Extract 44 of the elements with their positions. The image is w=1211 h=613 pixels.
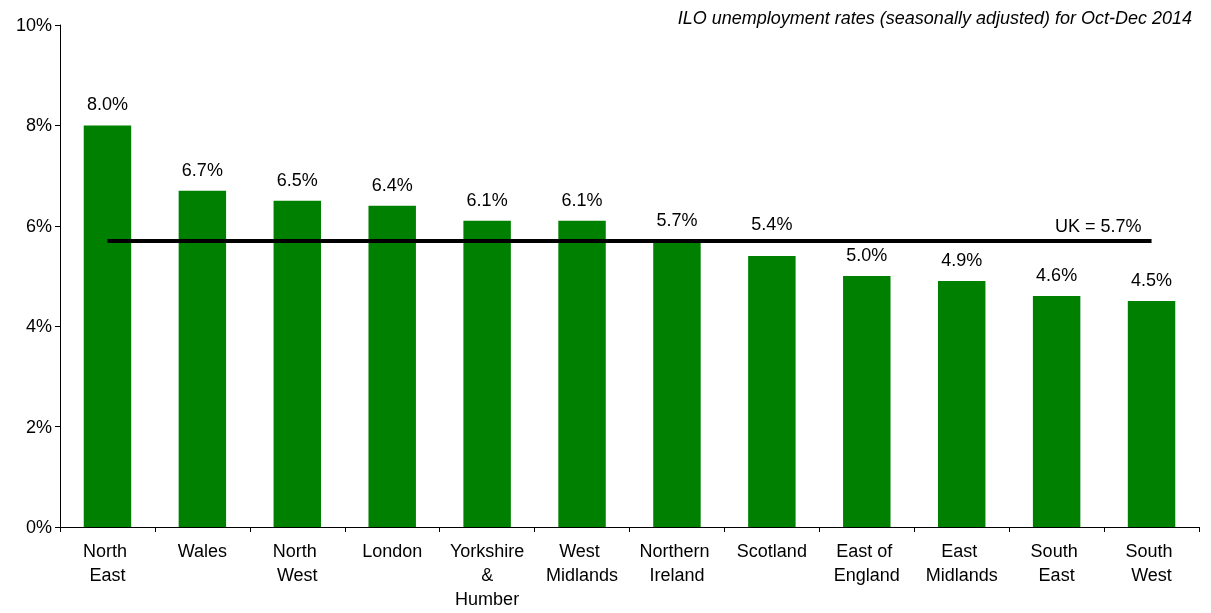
x-tick-label: North East — [82, 541, 132, 585]
data-label: 8.0% — [86, 94, 128, 115]
bar — [273, 200, 322, 527]
x-tick-label: East Midlands — [925, 541, 998, 585]
bar — [83, 125, 132, 527]
bar — [843, 276, 891, 527]
bar — [463, 220, 511, 527]
chart-title: ILO unemployment rates (seasonally adjusted) for Oct-Dec 2014 — [677, 8, 1192, 28]
data-label: 5.4% — [751, 213, 793, 234]
data-label: 4.6% — [1036, 265, 1078, 286]
bar — [368, 205, 416, 527]
bar — [937, 281, 986, 527]
y-tick-label: 0% — [25, 517, 52, 537]
bar — [178, 190, 227, 527]
x-tick-label: Scotland — [736, 541, 807, 561]
ref-line-label: UK = 5.7% — [1054, 215, 1142, 236]
data-label: 6.5% — [276, 169, 318, 190]
x-tick-label: North West — [272, 541, 322, 585]
y-tick-label: 8% — [25, 115, 52, 136]
x-tick-label: South West — [1125, 541, 1178, 585]
bar — [1127, 301, 1176, 527]
data-label: 4.9% — [941, 250, 983, 271]
y-tick-label: 2% — [25, 416, 52, 437]
data-label: 4.5% — [1131, 270, 1173, 291]
x-tick-label: Northern Ireland — [639, 541, 715, 585]
y-tick-label: 6% — [25, 215, 52, 236]
data-label: 6.1% — [561, 189, 603, 210]
bar — [748, 255, 796, 527]
bar — [1032, 296, 1081, 527]
y-tick-label: 4% — [25, 316, 52, 337]
data-label: 5.7% — [656, 209, 698, 230]
data-label: 6.1% — [466, 189, 508, 210]
bar — [558, 220, 606, 527]
x-tick-label: East of England — [833, 541, 900, 585]
x-tick-label: South East — [1030, 541, 1083, 585]
bar — [653, 240, 701, 527]
y-tick-label: 10% — [15, 15, 52, 35]
x-tick-label: Yorkshire & Humber — [449, 541, 525, 609]
x-tick-label: London — [362, 541, 423, 561]
data-label: 6.7% — [181, 159, 223, 180]
x-tick-label: Wales — [177, 541, 228, 561]
data-label: 6.4% — [371, 174, 413, 195]
data-label: 5.0% — [846, 245, 888, 265]
x-tick-label: West Midlands — [546, 541, 619, 585]
